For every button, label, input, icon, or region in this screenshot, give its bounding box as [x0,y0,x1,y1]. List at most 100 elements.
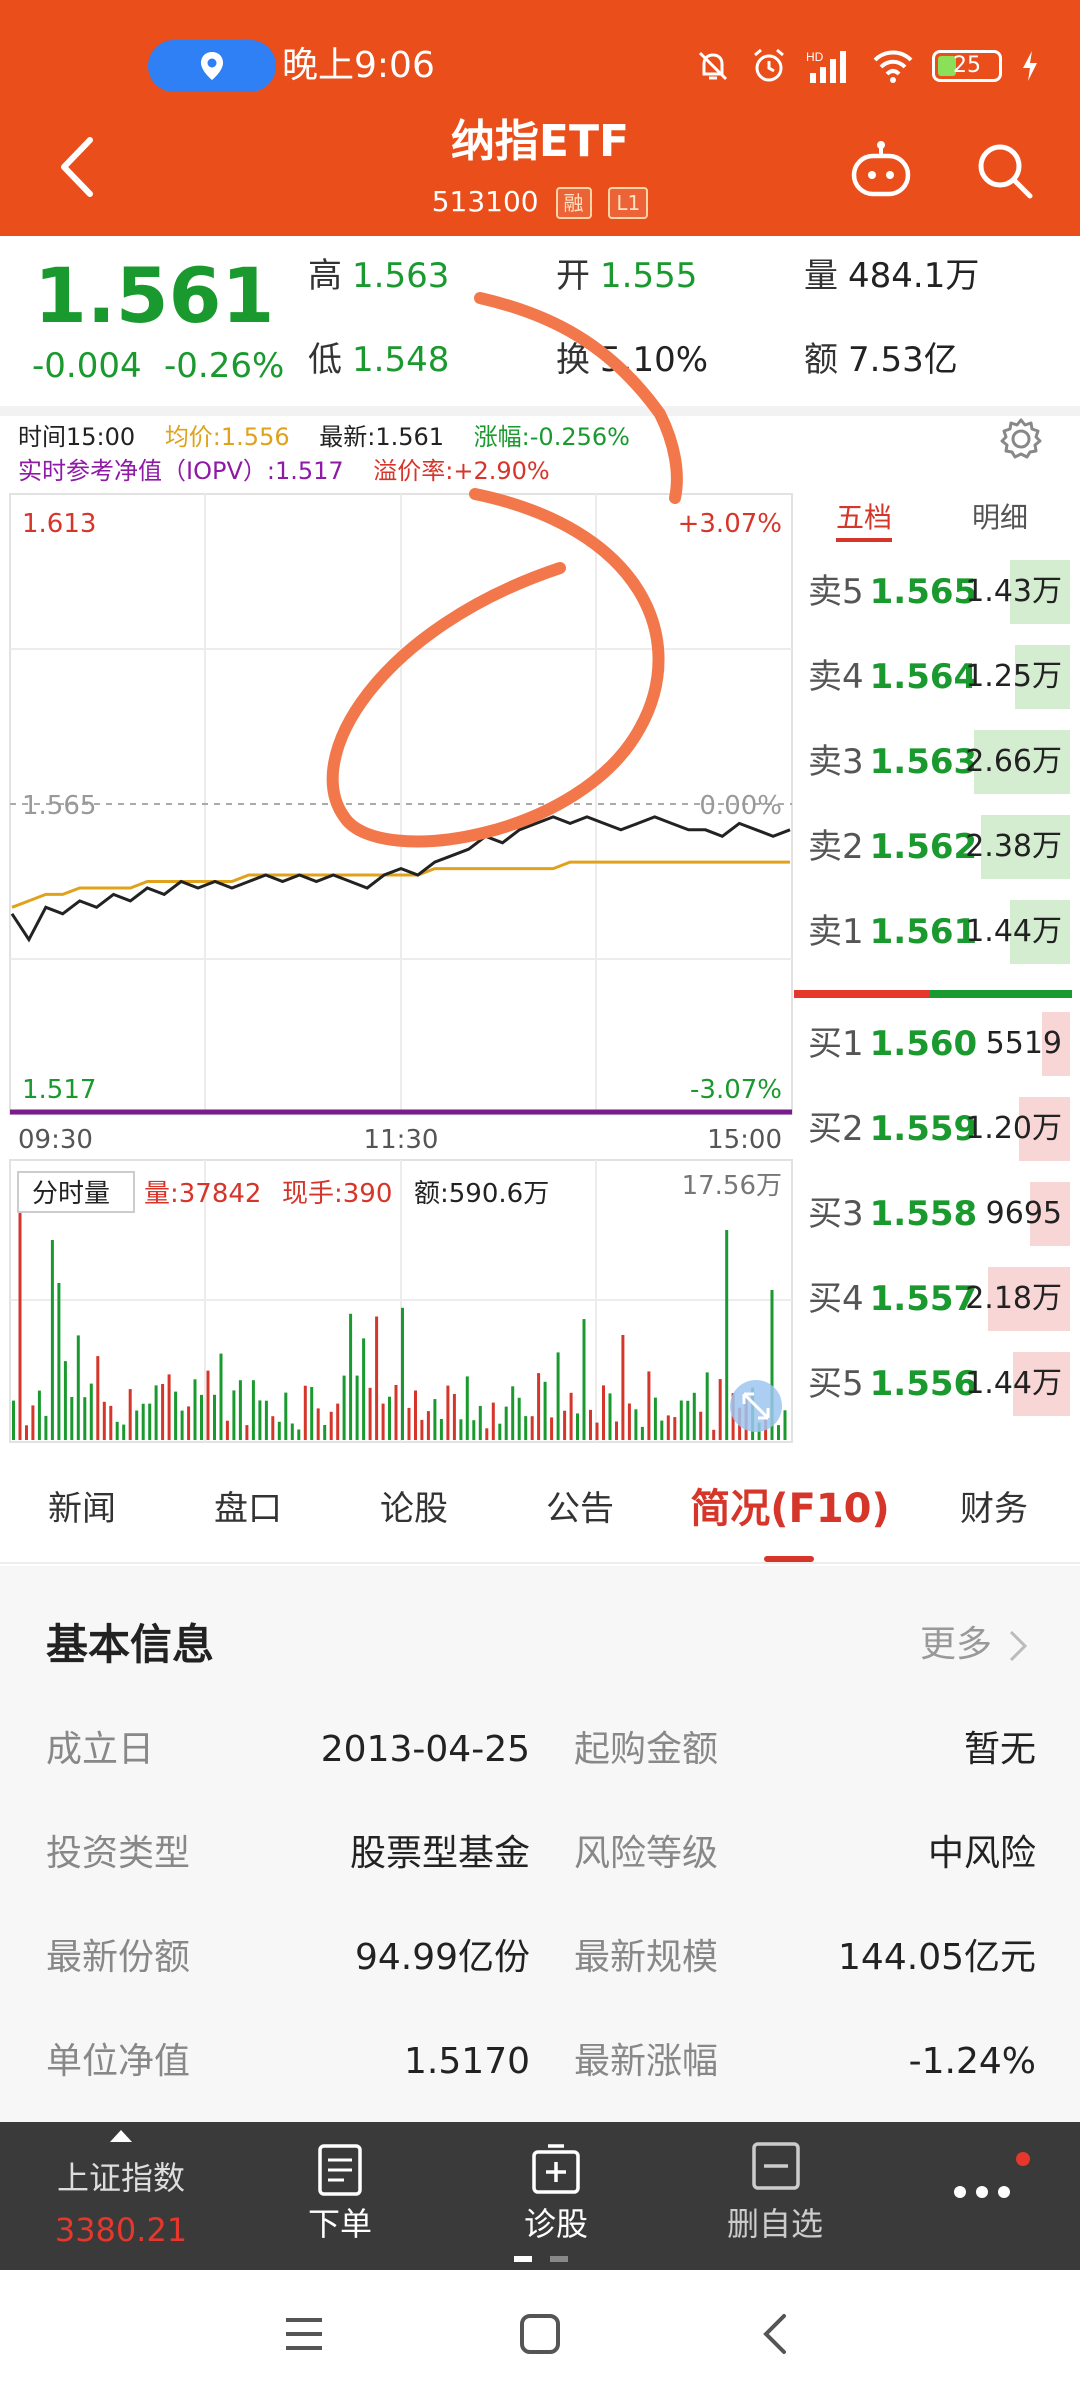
volume-bar [439,1419,443,1440]
back-icon[interactable] [52,132,102,202]
buy-level-4[interactable]: 买4 1.557 2.18万 [806,1263,1072,1335]
index-ticker[interactable]: 上证指数 3380.21 [0,2122,242,2270]
signal-icon: HD [806,50,846,83]
volume-bar [128,1389,132,1440]
volume-bar [290,1423,294,1440]
volume-amount: 额:590.6万 [414,1179,549,1209]
volume-bar [582,1319,586,1440]
volume-bar [89,1383,93,1440]
more-link[interactable]: 更多 [920,1610,1029,1680]
volume-bar [621,1335,625,1440]
annotation-stroke [474,292,683,504]
sell-level-2[interactable]: 卖4 1.564 1.25万 [806,641,1072,713]
gear-icon[interactable] [998,416,1044,462]
tab-five-level[interactable]: 五档 [836,501,893,534]
buy-level-2[interactable]: 买2 1.559 1.20万 [806,1093,1072,1165]
volume-bar [50,1240,54,1440]
tab-discussion[interactable]: 论股 [380,1489,448,1529]
sell-level-3[interactable]: 卖3 1.563 2.66万 [806,726,1072,798]
more-dots-icon[interactable] [950,2182,1014,2202]
volume-bar [679,1400,683,1440]
volume-bar [472,1420,476,1440]
volume-bar [122,1424,126,1440]
info-label: 最新规模 [574,1937,719,1978]
diagnose-button[interactable]: 诊股 [496,2122,616,2270]
quote-amount: 额 7.53亿 [804,340,958,380]
volume-bar [388,1396,391,1440]
volume-bar [666,1415,670,1440]
ob-divider-red [794,990,930,998]
info-value: 暂无 [963,1729,1036,1770]
volume-bar [653,1397,657,1440]
volume-bar [556,1352,560,1440]
x-tick-noon: 11:30 [364,1125,439,1155]
volume-bar [485,1428,489,1440]
volume-bar [504,1406,508,1440]
volume-bar [543,1381,547,1440]
tab-finance[interactable]: 财务 [960,1489,1028,1529]
info-iopv: 实时参考净值（IOPV）:1.517 [18,457,344,485]
volume-bar [530,1416,534,1440]
volume-bar [640,1426,644,1440]
y-axis-top-label: 1.613 [22,509,96,539]
location-indicator[interactable] [148,40,276,92]
remove-watchlist-button[interactable]: 删自选 [710,2122,840,2270]
search-icon[interactable] [972,138,1036,202]
volume-bar [524,1416,528,1440]
robot-assistant-icon[interactable] [848,140,914,200]
volume-bar [362,1338,366,1440]
buy-level-1[interactable]: 买1 1.560 5519 [806,1008,1072,1080]
quote-volume: 量 484.1万 [804,256,980,296]
annotation-circle [326,488,665,848]
volume-bar [401,1307,404,1440]
volume-bar [452,1394,456,1440]
volume-bar [31,1405,35,1440]
volume-bar [316,1408,320,1440]
tab-handicap[interactable]: 盘口 [214,1489,282,1529]
sell-level-4[interactable]: 卖2 1.562 2.38万 [806,811,1072,883]
volume-panel-label: 分时量 [32,1179,110,1209]
volume-bar [699,1411,703,1440]
info-value: 144.05亿元 [838,1937,1036,1978]
buy-level-5[interactable]: 买5 1.556 1.44万 [806,1348,1072,1420]
info-label: 最新份额 [46,1937,191,1978]
price-line [10,815,791,943]
sell-level-5[interactable]: 卖1 1.561 1.44万 [806,896,1072,968]
sell-level-1[interactable]: 卖5 1.565 1.43万 [806,556,1072,628]
info-value: 中风险 [927,1833,1036,1874]
volume-bar [414,1390,417,1440]
volume-bar [148,1403,152,1440]
tab-announcement[interactable]: 公告 [546,1489,614,1529]
intraday-chart[interactable]: 1.613 1.565 1.517 +3.07% 0.00% -3.07% 09… [0,488,800,1448]
buy-level-3[interactable]: 买3 1.558 9695 [806,1178,1072,1250]
volume-bar [135,1410,139,1440]
tab-detail[interactable]: 明细 [972,501,1029,534]
tab-news[interactable]: 新闻 [48,1489,116,1529]
volume-bar [446,1385,450,1440]
notification-dot [1016,2152,1030,2166]
status-time: 晚上9:06 [282,45,435,86]
expand-icon[interactable] [730,1380,782,1432]
location-icon [201,52,223,80]
volume-bar [777,1425,780,1440]
menu-icon[interactable] [280,2310,328,2358]
volume-max: 17.56万 [682,1171,782,1201]
order-button[interactable]: 下单 [280,2122,400,2270]
index-name: 上证指数 [56,2159,185,2197]
app-header: 晚上9:06 HD [0,0,1080,236]
volume-bar [297,1429,301,1440]
home-icon[interactable] [516,2310,564,2358]
diagnose-icon [532,2144,580,2194]
info-value: 1.5170 [404,2041,530,2082]
volume-bar [102,1401,106,1440]
volume-bar [284,1392,288,1440]
nav-back-icon[interactable] [752,2310,800,2358]
info-premium: 溢价率:+2.90% [373,457,550,485]
volume-bar [63,1361,67,1440]
tab-f10[interactable]: 简况(F10) [690,1486,890,1532]
info-value: 2013-04-25 [320,1729,530,1770]
info-avg-price: 均价:1.556 [164,423,290,451]
price-change: -0.004 [32,346,142,386]
x-tick-close: 15:00 [707,1125,782,1155]
volume-bar [342,1375,346,1440]
